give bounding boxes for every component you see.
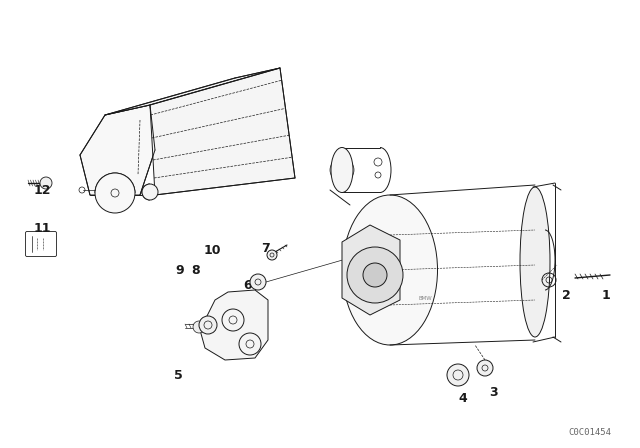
Circle shape bbox=[199, 316, 217, 334]
Polygon shape bbox=[150, 68, 295, 195]
Circle shape bbox=[267, 250, 277, 260]
Text: 2: 2 bbox=[562, 289, 570, 302]
Text: 11: 11 bbox=[33, 221, 51, 234]
Text: 7: 7 bbox=[260, 241, 269, 254]
Text: 12: 12 bbox=[33, 184, 51, 197]
Text: 6: 6 bbox=[244, 279, 252, 292]
Text: 5: 5 bbox=[173, 369, 182, 382]
Circle shape bbox=[142, 184, 158, 200]
Ellipse shape bbox=[331, 147, 353, 193]
Circle shape bbox=[250, 274, 266, 290]
Text: 9: 9 bbox=[176, 263, 184, 276]
Polygon shape bbox=[80, 105, 155, 195]
Text: C0C01454: C0C01454 bbox=[568, 427, 611, 436]
Ellipse shape bbox=[342, 195, 438, 345]
Text: 3: 3 bbox=[490, 385, 499, 399]
Text: 10: 10 bbox=[204, 244, 221, 257]
Circle shape bbox=[40, 177, 52, 189]
Text: BMW: BMW bbox=[418, 296, 432, 301]
Polygon shape bbox=[342, 225, 400, 315]
Polygon shape bbox=[105, 68, 280, 115]
Circle shape bbox=[477, 360, 493, 376]
Text: 4: 4 bbox=[459, 392, 467, 405]
Ellipse shape bbox=[520, 187, 550, 337]
Circle shape bbox=[95, 173, 135, 213]
Circle shape bbox=[347, 247, 403, 303]
Circle shape bbox=[193, 321, 205, 333]
Circle shape bbox=[447, 364, 469, 386]
Text: 1: 1 bbox=[602, 289, 611, 302]
Circle shape bbox=[363, 263, 387, 287]
Polygon shape bbox=[200, 290, 268, 360]
Text: 8: 8 bbox=[192, 263, 200, 276]
